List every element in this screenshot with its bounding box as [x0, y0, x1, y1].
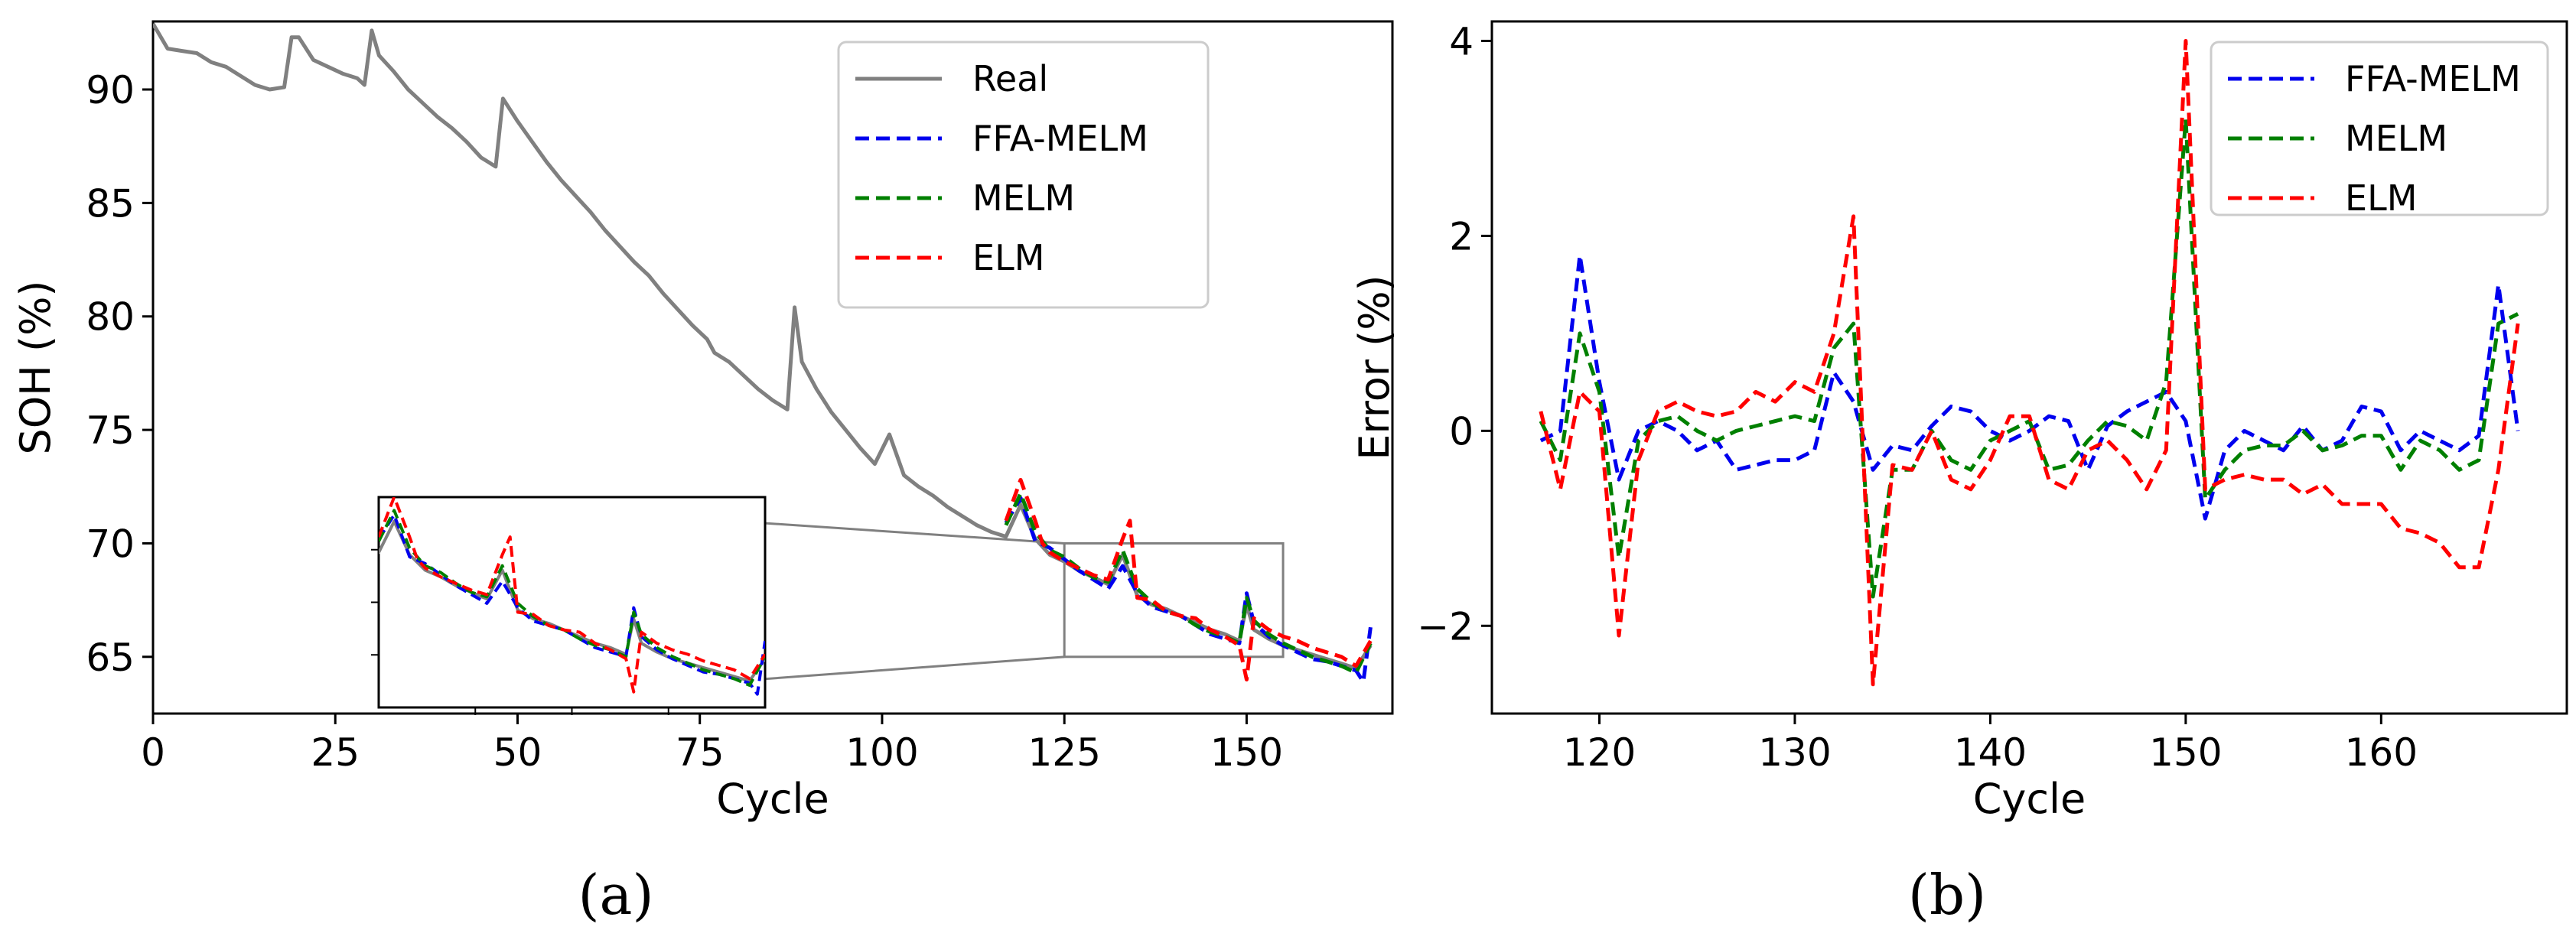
chart-a-x-tick-label: 100: [845, 730, 918, 775]
panel-label-b: (b): [1908, 863, 1986, 927]
chart-a-y-tick-label: 70: [86, 522, 135, 566]
chart-a-x-tick-label: 25: [311, 730, 360, 775]
chart-a-y-tick-label: 75: [86, 408, 135, 453]
chart-a-inset-frame: [377, 496, 767, 709]
chart-a-legend-label: ELM: [972, 237, 1044, 278]
chart-b-legend-box: [2210, 41, 2549, 216]
chart-b-axes-frame: [1490, 20, 2568, 715]
chart-b-series-elm: [1539, 39, 2520, 687]
chart-a-inset-lines: [379, 497, 765, 696]
chart-a-ticks: 0 25 50 75 100 125 150 65 70 75 80 85 90: [86, 68, 1283, 775]
chart-b-legend: FFA-MELM MELM ELM: [2210, 41, 2549, 219]
chart-a-series-melm: [1004, 491, 1373, 675]
chart-a-legend-label: Real: [972, 58, 1048, 99]
chart-b-x-tick-label: 160: [2345, 730, 2418, 775]
chart-b-ticks: 120 130 140 150 160 −2 0 2 4: [1417, 19, 2418, 775]
chart-a-legend-label: FFA-MELM: [972, 118, 1148, 159]
chart-a-x-tick-label: 75: [676, 730, 725, 775]
chart-b-y-axis-label: Error (%): [1350, 275, 1399, 460]
chart-b-x-axis-label: Cycle: [1973, 775, 2086, 823]
chart-a-y-axis-label: SOH (%): [11, 281, 60, 455]
chart-a-x-tick-label: 0: [141, 730, 165, 775]
chart-a-y-tick-label: 90: [86, 68, 135, 112]
chart-a-zoom-box: [1063, 541, 1285, 658]
chart-b-x-tick-label: 140: [1954, 730, 2027, 775]
panel-label-a: (a): [578, 863, 653, 927]
chart-b-legend-label: MELM: [2345, 118, 2447, 159]
chart-b-y-tick-label: 2: [1449, 214, 1474, 259]
chart-b-series-lines: [1539, 39, 2520, 687]
chart-b-legend-label: ELM: [2345, 177, 2417, 219]
chart-b-series-ffa-melm: [1539, 253, 2520, 521]
chart-a-y-tick-label: 85: [86, 181, 135, 226]
chart-b-y-tick-label: −2: [1417, 604, 1474, 649]
chart-a-legend: Real FFA-MELM MELM ELM: [837, 41, 1210, 309]
chart-a-series-ffa-melm: [1004, 496, 1373, 684]
chart-b-legend-label: FFA-MELM: [2345, 58, 2521, 99]
chart-a-inset-plot: [371, 496, 767, 715]
chart-a-inset-series-real: [379, 519, 765, 683]
chart-a-legend-label: MELM: [972, 177, 1075, 219]
chart-a-y-tick-label: 65: [86, 636, 135, 680]
chart-a-inset-series-melm: [379, 509, 765, 688]
chart-b-y-tick-label: 4: [1449, 19, 1474, 63]
chart-panel-a: 0 25 50 75 100 125 150 65 70 75 80 85 90 Real FFA-MEL…: [11, 20, 1394, 927]
chart-a-axes-frame: [151, 20, 1394, 715]
chart-a-x-tick-label: 50: [493, 730, 542, 775]
chart-b-y-tick-label: 0: [1449, 409, 1474, 454]
chart-a-x-axis-label: Cycle: [716, 775, 829, 823]
chart-a-series-elm: [1004, 477, 1373, 681]
chart-a-x-tick-label: 125: [1027, 730, 1100, 775]
chart-a-series-lines: [153, 22, 1373, 684]
chart-b-x-tick-label: 130: [1758, 730, 1831, 775]
chart-a-inset-series-elm: [379, 497, 765, 694]
chart-a-x-tick-label: 150: [1210, 730, 1283, 775]
chart-a-series-real: [153, 22, 1373, 671]
chart-a-legend-box: [837, 41, 1210, 309]
chart-panel-b: 120 130 140 150 160 −2 0 2 4 FFA-MELM MELM ELM Cyc…: [1350, 19, 2568, 927]
chart-b-x-tick-label: 120: [1563, 730, 1636, 775]
chart-a-y-tick-label: 80: [86, 295, 135, 340]
chart-b-x-tick-label: 150: [2149, 730, 2222, 775]
